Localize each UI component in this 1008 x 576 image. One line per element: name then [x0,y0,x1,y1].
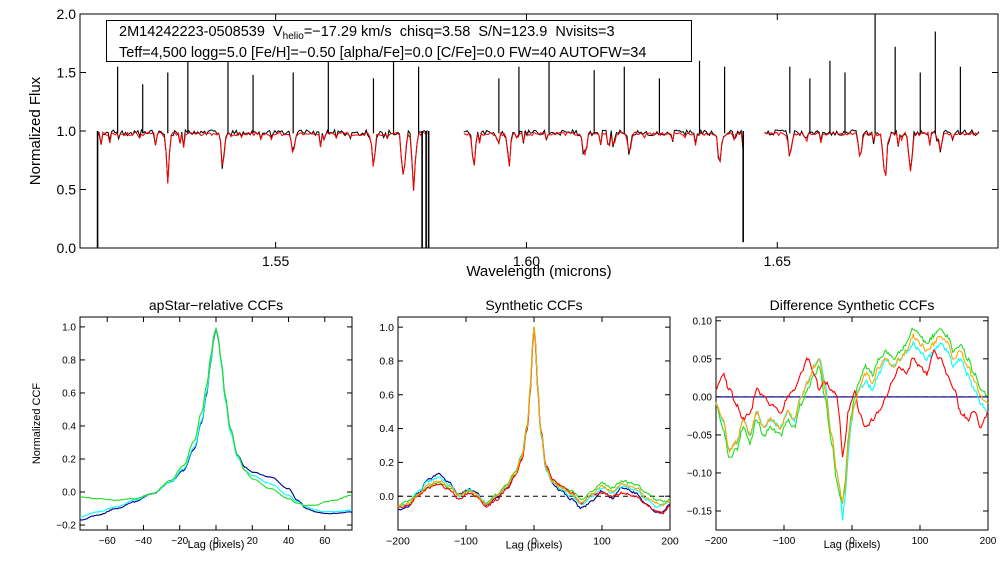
ccf-synthetic-axes-frame [397,316,671,531]
ccf-apstar-ytick-label: 0.2 [62,455,76,466]
ccf-synthetic-ytick-label: 0.4 [379,423,394,435]
ccf-apstar-xtick-label: −40 [135,536,152,547]
ccf-difference-ytick-label: 0.00 [693,392,713,403]
difference-ccf-plot: −200 −100 0 100 200 −0.15 −0.10 −0.05 0.00 0.05 0.… [687,297,997,551]
ccf-synthetic-ytick-label: 0.0 [379,491,394,503]
ccf-difference-xtick-label: 200 [980,536,997,547]
ccf-difference-xlabel: Lag (pixels) [824,539,881,551]
spectrum-xtick-label: 1.55 [262,253,289,269]
ccf-apstar-title: apStar−relative CCFs [149,297,283,313]
ccf-difference-series-visit-4 [715,349,989,458]
ccf-synthetic-title: Synthetic CCFs [485,297,582,313]
ccf-difference-xtick-label: 0 [849,536,855,547]
vhelio-value: =−17.29 km/s [303,24,392,40]
ccf-synthetic-ytick-label: 1.0 [379,322,394,334]
info-line-1: 2M14242223-0508539 Vhelio=−17.29 km/s ch… [119,24,691,45]
ccf-synthetic-xlabel: Lag (pixels) [506,540,563,552]
spectrum-xtick-label: 1.60 [513,253,540,269]
ccf-apstar-xtick-label: −60 [99,536,116,547]
ccf-apstar-ytick-label: 0.8 [62,355,76,366]
spectrum-info-box: 2M14242223-0508539 Vhelio=−17.29 km/s ch… [106,20,692,62]
spectrum-ytick-label: 0.5 [57,181,77,197]
spectrum-observed-segment [97,128,428,191]
ccf-synthetic-series-visit-2 [397,326,670,508]
ccf-difference-ytick-label: 0.05 [693,354,713,365]
ccf-apstar-xtick-label: 0 [213,536,219,547]
info-line-2: Teff=4,500 logg=5.0 [Fe/H]=−0.50 [alpha/… [119,45,647,61]
ccf-apstar-series-visit-3 [80,326,353,507]
ccf-difference-xtick-label: 100 [912,536,929,547]
ccf-synthetic-ytick-label: 0.8 [379,356,394,368]
ccf-synthetic-series-visit-5 [397,326,671,508]
star-id: 2M14242223-0508539 [119,24,265,40]
ccf-synthetic-series-visit-1 [398,328,671,515]
vhelio-label: V [273,24,283,40]
ccf-apstar-xlabel: Lag (pixels) [188,539,245,551]
ccf-difference-xtick-label: −100 [773,536,796,547]
ccf-synthetic-series-visit-3 [397,326,671,507]
spectrum-ytick-label: 1.5 [57,64,77,80]
spectrum-ytick-label: 1.0 [57,123,77,139]
ccf-apstar-ytick-label: 0.6 [62,388,76,399]
apstar-ccf-plot: −60 −40 −20 0 20 40 60 −0.2 0.0 0.2 0.4 0.6 0.8 1.0 ap… [31,297,353,551]
ccf-synthetic-xtick-label: 100 [593,536,611,548]
ccf-apstar-ytick-label: 1.0 [62,322,76,333]
ccf-synthetic-xtick-label: 0 [531,536,537,548]
ccf-apstar-series-visit-1 [79,328,353,521]
spectrum-xtick-label: 1.65 [764,253,791,269]
vhelio-sub: helio [282,31,304,42]
ccf-apstar-ytick-label: −0.2 [56,521,76,532]
spectrum-xlabel: Wavelength (microns) [466,263,611,280]
ccf-difference-xtick-label: −200 [705,536,728,547]
ccf-difference-series-visit-2 [715,340,989,521]
ccf-difference-ytick-label: −0.15 [687,506,713,517]
spectrum-observed-segment [764,129,980,175]
spectrum-model-segment [764,131,980,176]
ccf-synthetic-ytick-label: 0.2 [379,457,394,469]
ccf-apstar-xtick-label: −20 [171,536,188,547]
ccf-apstar-xtick-label: 60 [319,536,331,547]
ccf-difference-title: Difference Synthetic CCFs [770,297,935,313]
ccf-apstar-ytick-label: 0.4 [62,421,76,432]
ccf-difference-ytick-label: −0.10 [687,468,713,479]
ccf-synthetic-xtick-label: −100 [454,536,478,548]
ccf-difference-series-visit-5 [715,332,989,503]
spectrum-ytick-label: 2.0 [57,6,77,22]
spectrum-model-segment [97,131,428,191]
ccf-apstar-xtick-label: 40 [283,536,295,547]
ccf-synthetic-ytick-label: 0.6 [379,389,394,401]
ccf-difference-series-visit-3 [715,327,989,505]
spectrum-observed-segment [463,128,744,167]
spectrum-model-segment [463,131,744,166]
spectrum-plot: 1.55 1.60 1.65 0.0 0.5 1.0 1.5 2.0 Wavelength (m… [27,6,999,280]
ccf-apstar-ylabel: Normalized CCF [31,383,43,465]
ccf-difference-ytick-label: −0.05 [687,430,713,441]
ccf-apstar-series-visit-2 [79,326,353,518]
ccf-apstar-axes-frame [79,316,353,531]
ccf-difference-ytick-label: 0.10 [693,316,713,327]
snr: S/N=123.9 [478,24,548,40]
ccf-synthetic-xtick-label: −200 [386,536,410,548]
synthetic-ccf-plot: −200 −100 0 100 200 0.0 0.2 0.4 0.6 0.8 1.0 Synthet… [379,297,679,552]
ccf-synthetic-xtick-label: 200 [661,536,679,548]
spectrum-ylabel: Normalized Flux [27,76,44,185]
ccf-apstar-xtick-label: 20 [247,536,259,547]
ccf-apstar-ytick-label: 0.0 [62,488,76,499]
chisq: chisq=3.58 [399,24,471,40]
spectrum-ytick-label: 0.0 [57,240,77,256]
nvisits: Nvisits=3 [555,24,615,40]
